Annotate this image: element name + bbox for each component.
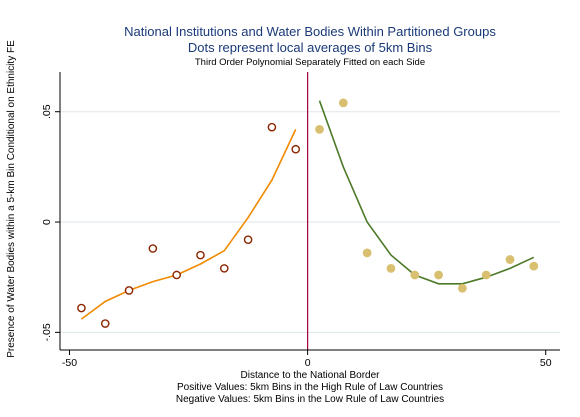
fit-lines <box>80 100 535 320</box>
left-bin-point <box>219 264 229 273</box>
x-tick-label: 50 <box>540 357 552 369</box>
left-bin-point <box>196 250 205 260</box>
chart-title: National Institutions and Water Bodies W… <box>124 24 496 39</box>
x-tick-label: -50 <box>62 357 77 369</box>
right-bin-point <box>315 124 324 134</box>
left-bin-point <box>291 144 301 154</box>
chart-note: Third Order Polynomial Separately Fitted… <box>195 57 425 68</box>
left-bin-point <box>267 122 277 132</box>
axes: -.05 0 .05 -50 0 50 <box>41 72 560 369</box>
x-axis-note-negative: Negative Values: 5km Bins in the Low Rul… <box>176 394 444 405</box>
right-bin-point <box>362 248 372 258</box>
x-tick-label: 0 <box>305 357 311 369</box>
y-tick-label: .05 <box>41 104 53 119</box>
left-bin-point <box>148 244 158 253</box>
y-tick-label: -.05 <box>41 323 53 341</box>
x-axis-note-positive: Positive Values: 5km Bins in the High Ru… <box>177 382 443 393</box>
y-tick-label: 0 <box>41 219 53 225</box>
right-fit-line <box>318 100 535 285</box>
grid-lines <box>60 111 560 333</box>
right-bin-point <box>457 283 467 293</box>
left-fit-line <box>80 129 297 320</box>
left-bin-point <box>77 303 86 313</box>
right-bin-point <box>338 98 348 108</box>
x-axis-title: Distance to the National Border <box>241 370 381 381</box>
chart-subtitle: Dots represent local averages of 5km Bin… <box>188 40 433 55</box>
right-bin-point <box>505 255 515 264</box>
right-bin-point <box>386 263 396 273</box>
left-bin-point <box>100 319 110 328</box>
right-bin-point <box>481 270 491 280</box>
right-bin-point <box>434 270 443 280</box>
right-bin-point <box>410 270 420 280</box>
bin-points <box>77 98 539 328</box>
left-bin-point <box>172 270 181 280</box>
right-bin-point <box>529 261 539 271</box>
y-axis-title: Presence of Water Bodies within a 5-km B… <box>6 40 17 358</box>
left-bin-point <box>243 235 253 244</box>
left-bin-point <box>124 286 134 295</box>
